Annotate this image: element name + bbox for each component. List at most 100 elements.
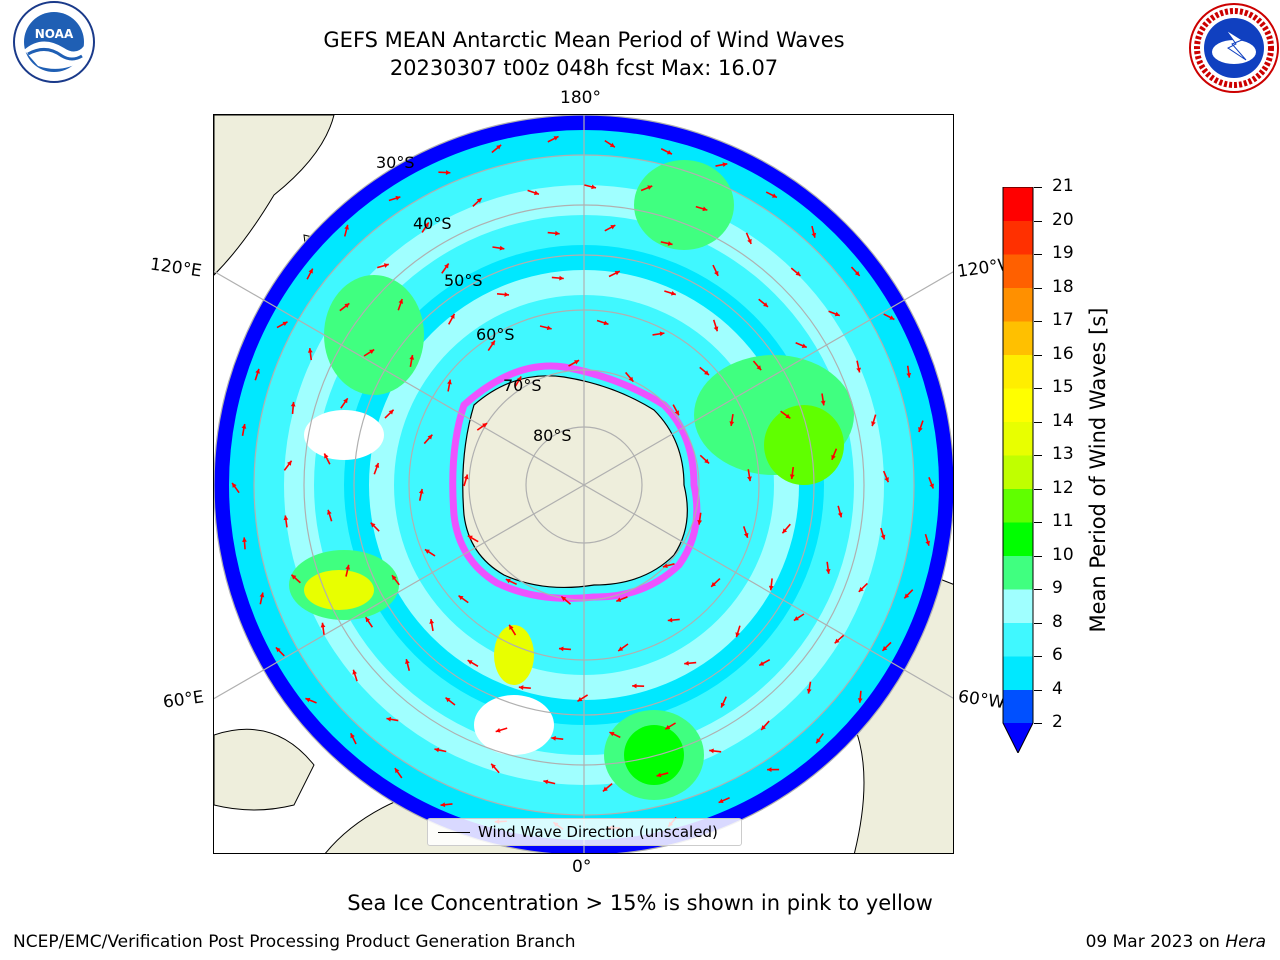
lon-label-0: 0° [572,857,592,877]
wind-wave-arrowhead [793,616,799,621]
noaa-logo: NOAA [13,1,95,83]
wind-wave-arrowhead [409,355,415,360]
wind-wave-arrowhead [714,270,719,276]
wind-wave-arrowhead [889,315,895,320]
wind-wave-arrowhead [482,423,488,428]
wind-wave-arrowhead [327,509,332,515]
wind-wave-arrowhead [450,313,455,319]
wind-wave-arrowhead [551,735,556,741]
colorbar-swatch [1003,388,1033,422]
wind-wave-arrowhead [424,549,430,554]
land-madagascar-region [214,728,315,811]
swell-core-atlantic [624,725,684,785]
colorbar-swatch [1003,656,1033,690]
wind-wave-arrowhead [388,409,394,415]
wind-wave-arrowhead [882,646,888,651]
wind-wave-arrowhead [667,241,673,246]
colorbar-tickmark [1034,220,1042,222]
wind-wave-arrowhead [831,454,836,460]
wind-wave-arrowhead [767,767,772,773]
wind-wave-arrowhead [394,768,400,774]
sea-ice-edge [449,362,701,602]
wind-wave-arrowhead [445,697,451,703]
wind-wave-arrowhead [670,290,676,296]
wind-wave-arrowhead [857,698,863,703]
colorbar-swatch [1003,522,1033,556]
wind-wave-arrowhead [344,224,349,230]
wind-wave-arrowhead [345,564,351,570]
wind-wave-arrowhead [429,619,435,624]
lat-label-40s: 40°S [413,214,452,233]
colorbar-tickmark [1034,254,1042,255]
wind-wave-arrowhead [702,206,708,212]
footer-credit: NCEP/EMC/Verification Post Processing Pr… [13,932,576,952]
colorbar-tick-label: 21 [1052,176,1074,196]
colorbar-swatch [1003,589,1033,623]
wind-wave-arrowhead [610,225,616,230]
wind-wave-arrowhead [509,624,514,630]
sea-ice-caption: Sea Ice Concentration > 15% is shown in … [347,891,933,915]
wind-wave-arrowhead [370,522,376,528]
colorbar-tickmark [1034,287,1042,289]
colorbar-tickmark [1034,723,1042,724]
calm-region [304,410,384,460]
wind-wave-arrowhead [718,798,724,804]
wind-wave-arrowhead [398,298,404,304]
colorbar-tickmark [1034,622,1042,624]
wind-wave-arrowhead [444,263,449,269]
swell-core-east-pacific [764,405,844,485]
wind-wave-arrowhead [391,575,397,581]
lat-label-70s: 70°S [503,376,542,395]
wind-wave-arrowhead [858,587,864,592]
wind-wave-arrowhead [434,747,440,753]
wind-wave-arrowhead [704,370,709,376]
wind-wave-arrowhead [405,659,410,664]
colorbar-tick-label: 17 [1052,310,1074,330]
colorbar-swatch [1003,187,1033,221]
legend-label: Wind Wave Direction (unscaled) [478,823,718,841]
wind-wave-arrowhead [307,348,313,353]
wind-wave-arrowhead [662,563,668,569]
colorbar-swatch [1003,220,1033,255]
colorbar-swatch [1003,455,1033,489]
colorbar-tickmark [1034,488,1042,490]
wind-wave-arrowhead [516,376,522,382]
wind-wave-arrowhead [711,582,717,587]
lat-label-30s: 30°S [376,153,415,172]
colorbar-label: Mean Period of Wind Waves [s] [1086,307,1110,633]
wind-wave-arrowhead [713,326,719,332]
wind-wave-arrowhead [242,537,247,542]
colorbar-under-arrow [1003,723,1033,753]
wind-wave-arrowhead [445,170,451,175]
wind-wave-arrowhead [283,515,289,521]
wind-wave-arrowhead [614,270,620,276]
colorbar-swatch [1003,254,1033,288]
wind-wave-arrowhead [369,349,375,354]
wind-wave-arrowhead [290,401,296,407]
wind-wave-arrowhead [735,632,740,638]
swell-region-tasman [324,275,424,395]
colorbar-tick-label: 19 [1052,243,1074,263]
wind-wave-arrowhead [543,779,549,785]
wind-wave-arrowhead [871,421,876,427]
wind-wave-arrowhead [467,660,473,665]
footer-date-text: 09 Mar 2023 on [1085,932,1226,952]
wind-wave-arrowhead [424,222,429,228]
wind-wave-arrowhead [659,331,665,337]
wind-wave-arrowhead [558,646,564,652]
colorbar-tickmark [1034,689,1042,691]
wind-wave-arrowhead [616,597,622,602]
wind-wave-arrowhead [632,683,637,689]
polar-map [214,115,953,853]
wind-wave-arrowhead [618,646,624,652]
wind-wave-arrowhead [553,136,559,141]
wind-wave-arrowhead [929,483,934,489]
chart-subtitle: 20230307 t00z 048h fcst Max: 16.07 [389,56,779,80]
colorbar-tickmark [1034,388,1042,389]
swell-region-south-pacific [634,160,734,250]
wind-wave-arrowhead [747,238,752,244]
colorbar-swatch [1003,555,1033,590]
wind-wave-arrowhead [546,325,552,331]
colorbar-swatch [1003,622,1033,657]
wind-wave-arrowhead [490,340,495,346]
